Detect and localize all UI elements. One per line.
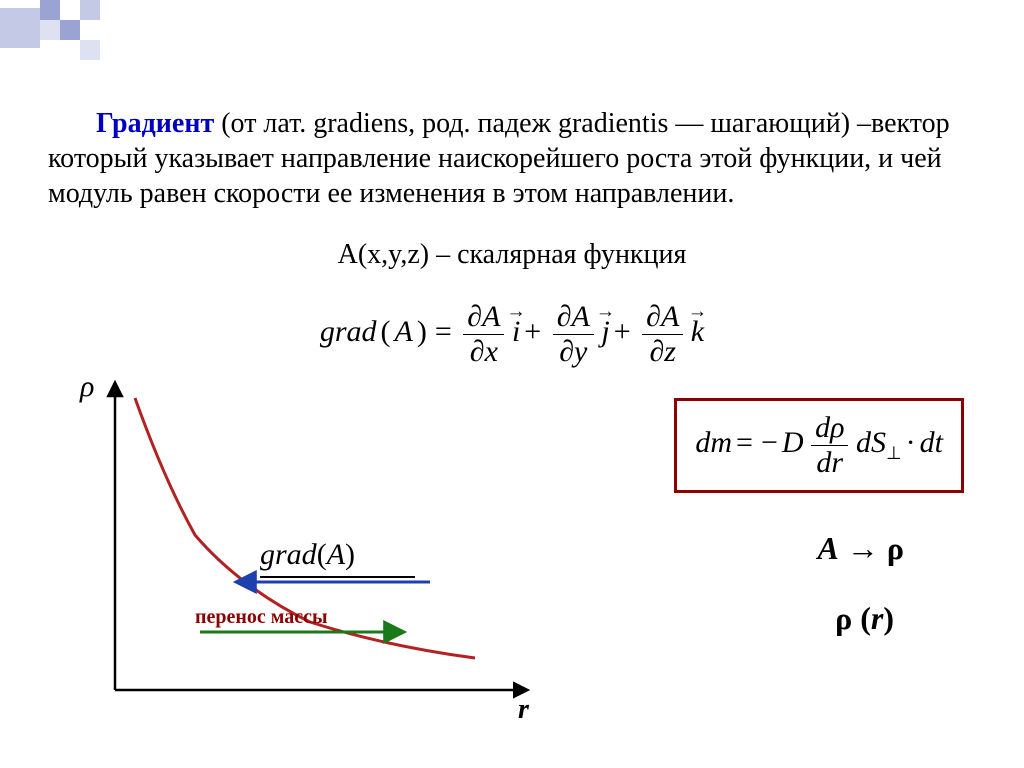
corner-decoration [0,0,120,60]
mass-transfer-label: перенос массы [195,606,328,629]
ficks-law-formula: dm=−D dρdr dS⊥·dt [674,398,964,493]
definition-paragraph: Градиент (от лат. gradiens, род. падеж g… [48,106,976,211]
a-maps-to-rho: A → ρ [818,530,904,567]
subtitle-scalar-function: A(x,y,z) – скалярная функция [48,239,976,271]
gradient-formula: grad(A)= ∂A∂x i+ ∂A∂y j+ ∂A∂z k [0,300,1024,369]
title-word: Градиент [96,108,214,139]
grad-a-label: grad(A) [260,538,355,572]
grad-a-underline [260,576,415,578]
rho-of-r: ρ (r) [835,600,894,637]
x-axis-label: r [518,694,529,726]
